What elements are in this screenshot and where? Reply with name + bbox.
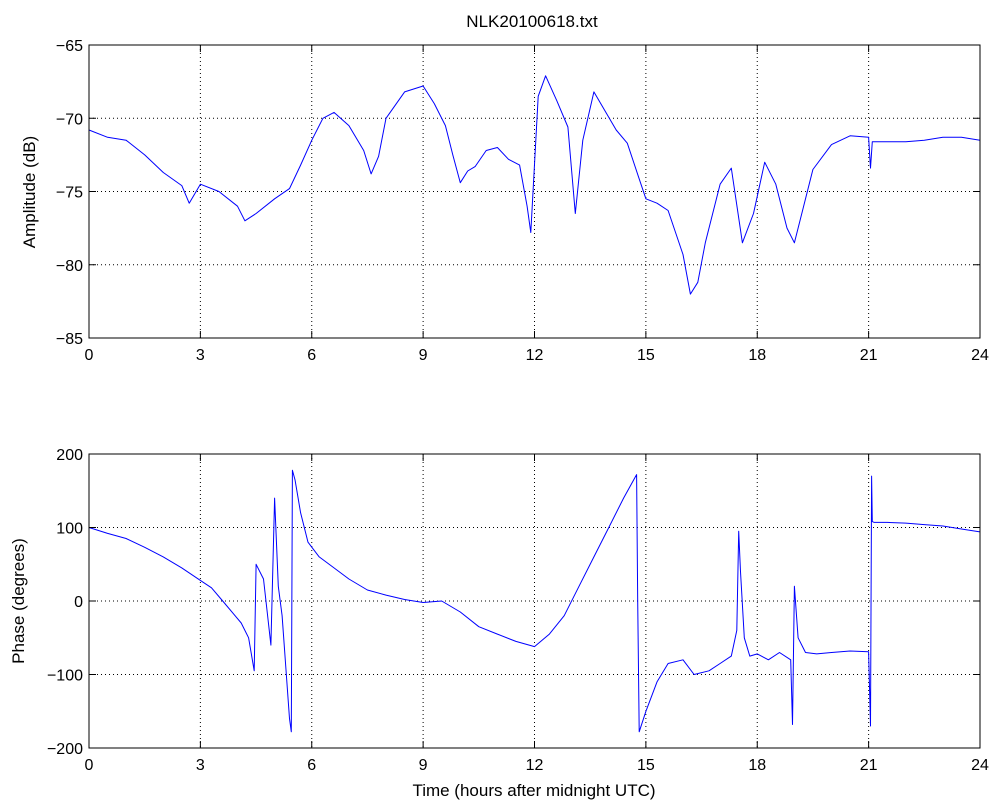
amplitude-x-tick-label: 6 <box>307 347 316 364</box>
amplitude-x-tick-label: 0 <box>85 347 94 364</box>
phase-x-tick-label: 24 <box>971 757 989 774</box>
amplitude-x-tick-label: 18 <box>748 347 766 364</box>
amplitude-x-tick-label: 9 <box>419 347 428 364</box>
phase-y-axis-label: Phase (degrees) <box>9 538 28 664</box>
phase-x-tick-label: 18 <box>748 757 766 774</box>
phase-x-tick-label: 12 <box>526 757 544 774</box>
amplitude-y-axis-label: Amplitude (dB) <box>20 136 39 248</box>
amplitude-series-line <box>88 75 981 295</box>
amplitude-x-tick-label: 3 <box>196 347 205 364</box>
phase-panel: 0 3 6 9 12 15 18 21 24 −200 −100 0 100 200 Phase (deg… <box>9 447 989 800</box>
amplitude-y-tick-label: −65 <box>56 38 83 55</box>
phase-series-line <box>88 469 981 733</box>
amplitude-series-group <box>88 75 981 295</box>
amplitude-ticks: 0 3 6 9 12 15 18 21 24 −85 −80 −75 −70 −65 <box>56 38 989 364</box>
phase-y-tick-label: −200 <box>47 741 83 758</box>
phase-x-tick-label: 6 <box>307 757 316 774</box>
amplitude-y-tick-label: −85 <box>56 331 83 348</box>
amplitude-x-tick-label: 15 <box>637 347 655 364</box>
phase-ticks: 0 3 6 9 12 15 18 21 24 −200 −100 0 100 200 <box>47 447 989 774</box>
phase-x-tick-label: 15 <box>637 757 655 774</box>
phase-grid <box>89 454 980 748</box>
amplitude-y-tick-label: −70 <box>56 111 83 128</box>
chart-title: NLK20100618.txt <box>466 12 598 31</box>
amplitude-x-tick-label: 21 <box>860 347 878 364</box>
phase-x-tick-label: 0 <box>85 757 94 774</box>
phase-y-tick-label: −100 <box>47 668 83 685</box>
phase-series-group <box>88 469 981 733</box>
amplitude-y-tick-label: −80 <box>56 258 83 275</box>
phase-x-axis-label: Time (hours after midnight UTC) <box>412 781 655 800</box>
amplitude-x-tick-label: 24 <box>971 347 989 364</box>
phase-x-tick-label: 3 <box>196 757 205 774</box>
amplitude-x-tick-label: 12 <box>526 347 544 364</box>
phase-y-tick-label: 100 <box>56 521 83 538</box>
phase-x-tick-label: 21 <box>860 757 878 774</box>
amplitude-y-tick-label: −75 <box>56 185 83 202</box>
phase-y-tick-label: 0 <box>74 594 83 611</box>
amplitude-grid <box>89 45 980 338</box>
amplitude-panel: 0 3 6 9 12 15 18 21 24 −85 −80 −75 −70 −65 Amplitude … <box>20 38 989 364</box>
phase-x-tick-label: 9 <box>419 757 428 774</box>
amplitude-plot-area <box>89 45 980 338</box>
phase-y-tick-label: 200 <box>56 447 83 464</box>
